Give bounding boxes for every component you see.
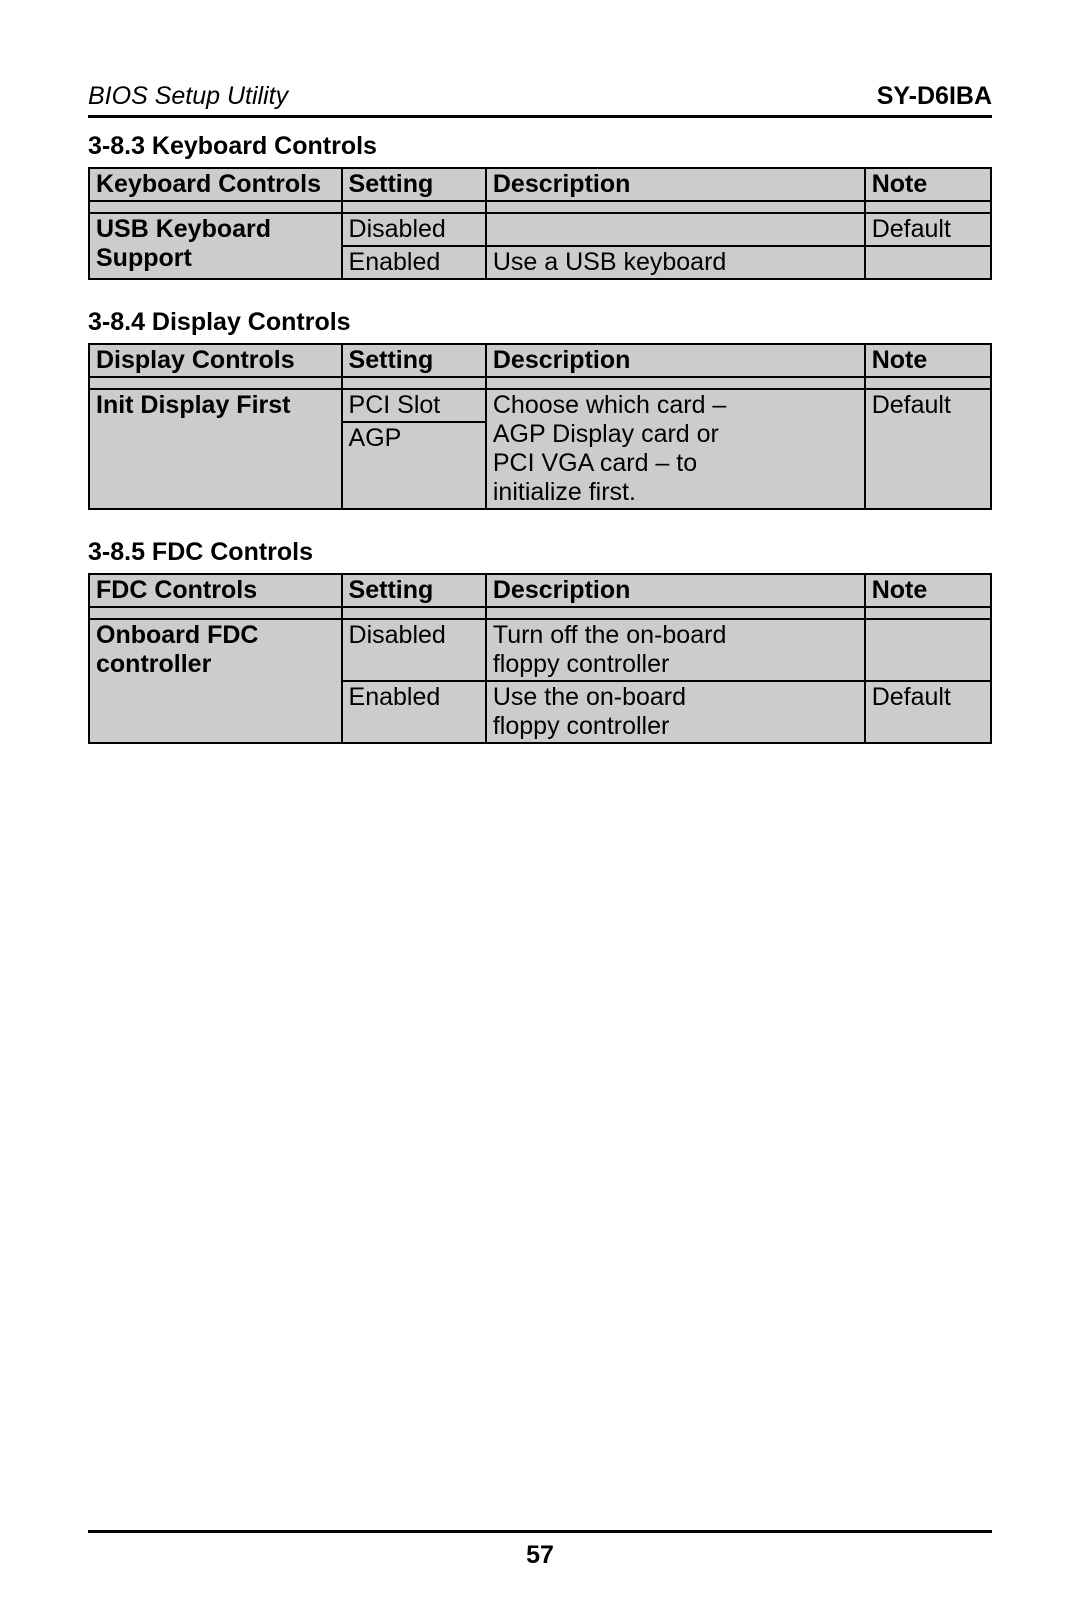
header-title: BIOS Setup Utility [88, 82, 288, 111]
col-header-note: Note [865, 168, 991, 201]
table-keyboard-controls: Keyboard Controls Setting Description No… [88, 167, 992, 280]
section-heading-fdc: 3-8.5 FDC Controls [88, 538, 992, 567]
col-header-note: Note [865, 344, 991, 377]
cell-setting: Enabled [342, 681, 486, 743]
col-header-control: Keyboard Controls [89, 168, 342, 201]
cell-description: Turn off the on-board floppy controller [486, 619, 865, 681]
table-display-controls: Display Controls Setting Description Not… [88, 343, 992, 510]
cell-setting: Disabled [342, 619, 486, 681]
cell-setting: Enabled [342, 246, 486, 279]
table-header-row: Keyboard Controls Setting Description No… [89, 168, 991, 201]
col-header-description: Description [486, 344, 865, 377]
header-model: SY-D6IBA [877, 82, 992, 111]
table-header-row: FDC Controls Setting Description Note [89, 574, 991, 607]
table-row: Init Display First PCI Slot Choose which… [89, 389, 991, 422]
page-number: 57 [526, 1541, 554, 1569]
spacer-row [89, 607, 991, 619]
control-name: Onboard FDC controller [89, 619, 342, 743]
col-header-note: Note [865, 574, 991, 607]
control-name: Init Display First [89, 389, 342, 509]
table-header-row: Display Controls Setting Description Not… [89, 344, 991, 377]
col-header-control: FDC Controls [89, 574, 342, 607]
cell-description: Choose which card – AGP Display card or … [486, 389, 865, 509]
spacer-row [89, 201, 991, 213]
col-header-control: Display Controls [89, 344, 342, 377]
cell-note: Default [865, 389, 991, 509]
page-footer: 57 [88, 1530, 992, 1570]
cell-note: Default [865, 213, 991, 246]
page-header: BIOS Setup Utility SY-D6IBA [88, 82, 992, 118]
cell-note [865, 619, 991, 681]
col-header-setting: Setting [342, 344, 486, 377]
cell-setting: PCI Slot [342, 389, 486, 422]
cell-description: Use the on-board floppy controller [486, 681, 865, 743]
section-heading-keyboard: 3-8.3 Keyboard Controls [88, 132, 992, 161]
table-row: USB Keyboard Support Disabled Default [89, 213, 991, 246]
spacer-row [89, 377, 991, 389]
section-heading-display: 3-8.4 Display Controls [88, 308, 992, 337]
control-name: USB Keyboard Support [89, 213, 342, 279]
col-header-description: Description [486, 168, 865, 201]
table-fdc-controls: FDC Controls Setting Description Note On… [88, 573, 992, 744]
cell-setting: AGP [342, 422, 486, 509]
cell-setting: Disabled [342, 213, 486, 246]
col-header-setting: Setting [342, 168, 486, 201]
col-header-description: Description [486, 574, 865, 607]
cell-note [865, 246, 991, 279]
cell-description [486, 213, 865, 246]
col-header-setting: Setting [342, 574, 486, 607]
cell-note: Default [865, 681, 991, 743]
cell-description: Use a USB keyboard [486, 246, 865, 279]
